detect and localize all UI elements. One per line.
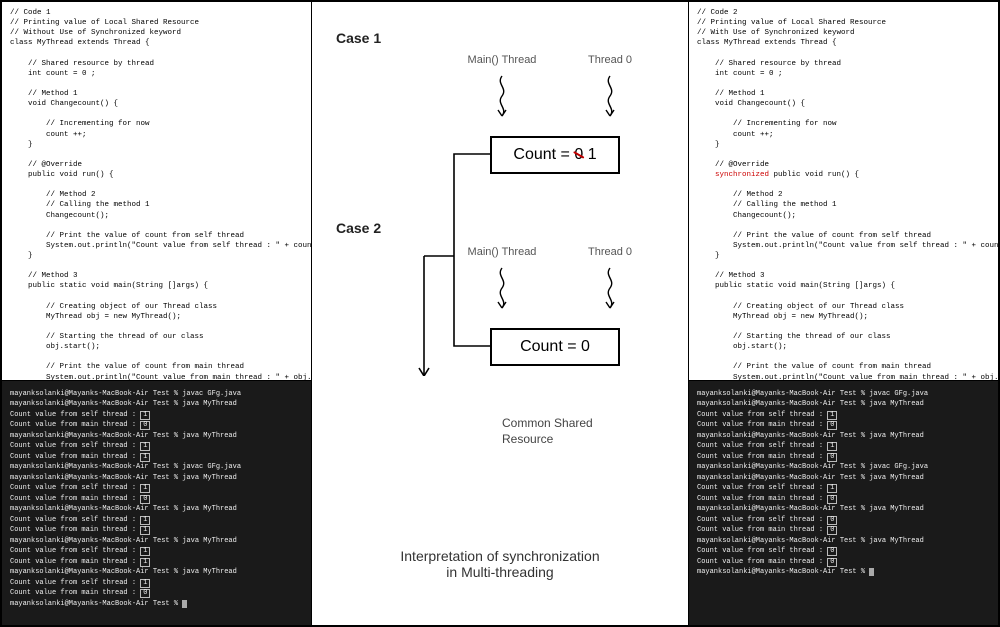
code-line: // Method 2 <box>697 191 783 199</box>
squiggle-icon <box>492 266 512 321</box>
shared-resource-label: Common SharedResource <box>502 416 593 447</box>
squiggle-icon <box>492 74 512 129</box>
code-line: public void run() { <box>769 171 859 179</box>
left-column: // Code 1 // Printing value of Local Sha… <box>2 2 312 625</box>
code-line: public static void main(String []args) { <box>10 282 208 290</box>
code-line: System.out.println("Count value from sel… <box>10 242 311 250</box>
squiggle-icon <box>600 266 620 321</box>
code-line: } <box>697 141 720 149</box>
code-line: // Calling the method 1 <box>10 201 150 209</box>
code-line: count ++; <box>697 131 774 139</box>
bracket-icon <box>404 136 492 376</box>
code-line: System.out.println("Count value from sel… <box>697 242 998 250</box>
code-line: // Incrementing for now <box>10 120 150 128</box>
count-box-2: Count = 0 <box>490 328 620 366</box>
struck-zero: 0 <box>574 146 583 164</box>
code-line: public void run() { <box>10 171 114 179</box>
code-line: obj.start(); <box>10 343 100 351</box>
code-line: // Shared resource by thread <box>10 60 154 68</box>
code-line: // Print the value of count from main th… <box>10 363 244 371</box>
code-line: public static void main(String []args) { <box>697 282 895 290</box>
code-line: // Without Use of Synchronized keyword <box>10 29 181 37</box>
code-line: int count = 0 ; <box>10 70 96 78</box>
count-box-1: Count = 0 1 <box>490 136 620 174</box>
code-line: } <box>697 252 720 260</box>
code-line: // Print the value of count from main th… <box>697 363 931 371</box>
terminal-1-pane: mayanksolanki@Mayanks-MacBook-Air Test %… <box>2 381 311 625</box>
code-line: // Starting the thread of our class <box>697 333 891 341</box>
code-line: // Method 2 <box>10 191 96 199</box>
code-line: // Code 1 <box>10 9 51 17</box>
code-line: // Incrementing for now <box>697 120 837 128</box>
code-line: // Print the value of count from self th… <box>10 232 244 240</box>
code-line: void Changecount() { <box>10 100 118 108</box>
code-line: MyThread obj = new MyThread(); <box>10 313 181 321</box>
code-line: // Printing value of Local Shared Resour… <box>697 19 886 27</box>
middle-diagram: Case 1 Main() Thread Thread 0 Count = 0 … <box>312 2 688 625</box>
code-line: // Creating object of our Thread class <box>697 303 904 311</box>
code-line: obj.start(); <box>697 343 787 351</box>
code-line: int count = 0 ; <box>697 70 783 78</box>
code-line: System.out.println("Count value from mai… <box>10 374 311 381</box>
code-line: void Changecount() { <box>697 100 805 108</box>
case-2-label: Case 2 <box>336 220 381 236</box>
code-line: // With Use of Synchronized keyword <box>697 29 855 37</box>
code-line: // Method 3 <box>10 272 78 280</box>
code-line: class MyThread extends Thread { <box>10 39 150 47</box>
squiggle-icon <box>600 74 620 129</box>
diagram-frame: // Code 1 // Printing value of Local Sha… <box>0 0 1000 627</box>
code-1-pane: // Code 1 // Printing value of Local Sha… <box>2 2 311 381</box>
code-2-pane: // Code 2 // Printing value of Local Sha… <box>689 2 998 381</box>
code-line: count ++; <box>10 131 87 139</box>
synchronized-keyword: synchronized <box>697 171 769 179</box>
case-1-label: Case 1 <box>336 30 381 46</box>
code-line: } <box>10 141 33 149</box>
code-line: // @Override <box>697 161 769 169</box>
code-line: // Shared resource by thread <box>697 60 841 68</box>
code-line: // @Override <box>10 161 82 169</box>
code-line: // Method 1 <box>697 90 765 98</box>
code-line: } <box>10 252 33 260</box>
terminal-2-pane: mayanksolanki@Mayanks-MacBook-Air Test %… <box>689 381 998 625</box>
thread0-label-2: Thread 0 <box>570 246 650 258</box>
count-one: 1 <box>583 146 596 163</box>
code-line: Changecount(); <box>697 212 796 220</box>
code-line: // Code 2 <box>697 9 738 17</box>
right-column: // Code 2 // Printing value of Local Sha… <box>688 2 998 625</box>
code-line: Changecount(); <box>10 212 109 220</box>
code-line: class MyThread extends Thread { <box>697 39 837 47</box>
code-line: // Method 3 <box>697 272 765 280</box>
interpretation-caption: Interpretation of synchronizationin Mult… <box>312 548 688 580</box>
code-line: // Creating object of our Thread class <box>10 303 217 311</box>
code-line: System.out.println("Count value from mai… <box>697 374 998 381</box>
code-line: MyThread obj = new MyThread(); <box>697 313 868 321</box>
thread0-label-1: Thread 0 <box>570 54 650 66</box>
code-line: // Printing value of Local Shared Resour… <box>10 19 199 27</box>
code-line: // Method 1 <box>10 90 78 98</box>
code-line: // Calling the method 1 <box>697 201 837 209</box>
code-line: // Print the value of count from self th… <box>697 232 931 240</box>
main-thread-label-1: Main() Thread <box>462 54 542 66</box>
count-text: Count = 0 <box>520 338 590 355</box>
code-line: // Starting the thread of our class <box>10 333 204 341</box>
count-text: Count = <box>513 146 574 163</box>
